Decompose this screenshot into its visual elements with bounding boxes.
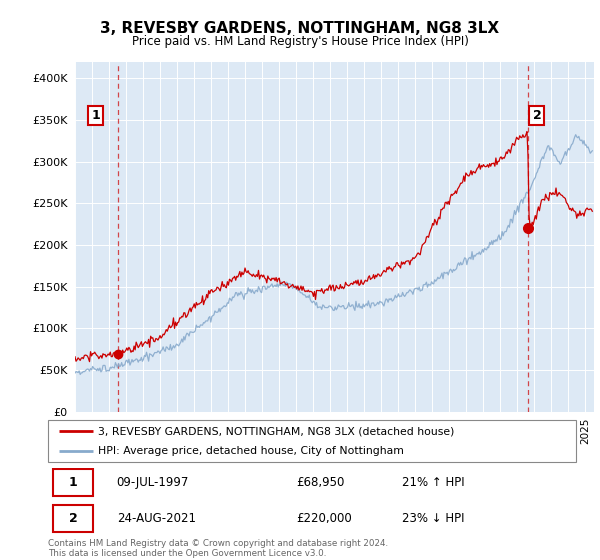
Text: Price paid vs. HM Land Registry's House Price Index (HPI): Price paid vs. HM Land Registry's House … <box>131 35 469 48</box>
Text: 23% ↓ HPI: 23% ↓ HPI <box>402 512 464 525</box>
Text: 2: 2 <box>69 512 77 525</box>
FancyBboxPatch shape <box>48 420 576 462</box>
Text: 2: 2 <box>533 109 541 122</box>
Text: 1: 1 <box>69 476 77 489</box>
Text: HPI: Average price, detached house, City of Nottingham: HPI: Average price, detached house, City… <box>98 446 404 456</box>
FancyBboxPatch shape <box>53 469 93 497</box>
FancyBboxPatch shape <box>53 505 93 532</box>
Text: 21% ↑ HPI: 21% ↑ HPI <box>402 476 464 489</box>
Text: £68,950: £68,950 <box>296 476 344 489</box>
Text: 1: 1 <box>92 109 100 122</box>
Text: 24-AUG-2021: 24-AUG-2021 <box>116 512 196 525</box>
Text: £220,000: £220,000 <box>296 512 352 525</box>
Text: Contains HM Land Registry data © Crown copyright and database right 2024.
This d: Contains HM Land Registry data © Crown c… <box>48 539 388 558</box>
Text: 09-JUL-1997: 09-JUL-1997 <box>116 476 189 489</box>
Text: 3, REVESBY GARDENS, NOTTINGHAM, NG8 3LX (detached house): 3, REVESBY GARDENS, NOTTINGHAM, NG8 3LX … <box>98 426 455 436</box>
Text: 3, REVESBY GARDENS, NOTTINGHAM, NG8 3LX: 3, REVESBY GARDENS, NOTTINGHAM, NG8 3LX <box>100 21 500 36</box>
